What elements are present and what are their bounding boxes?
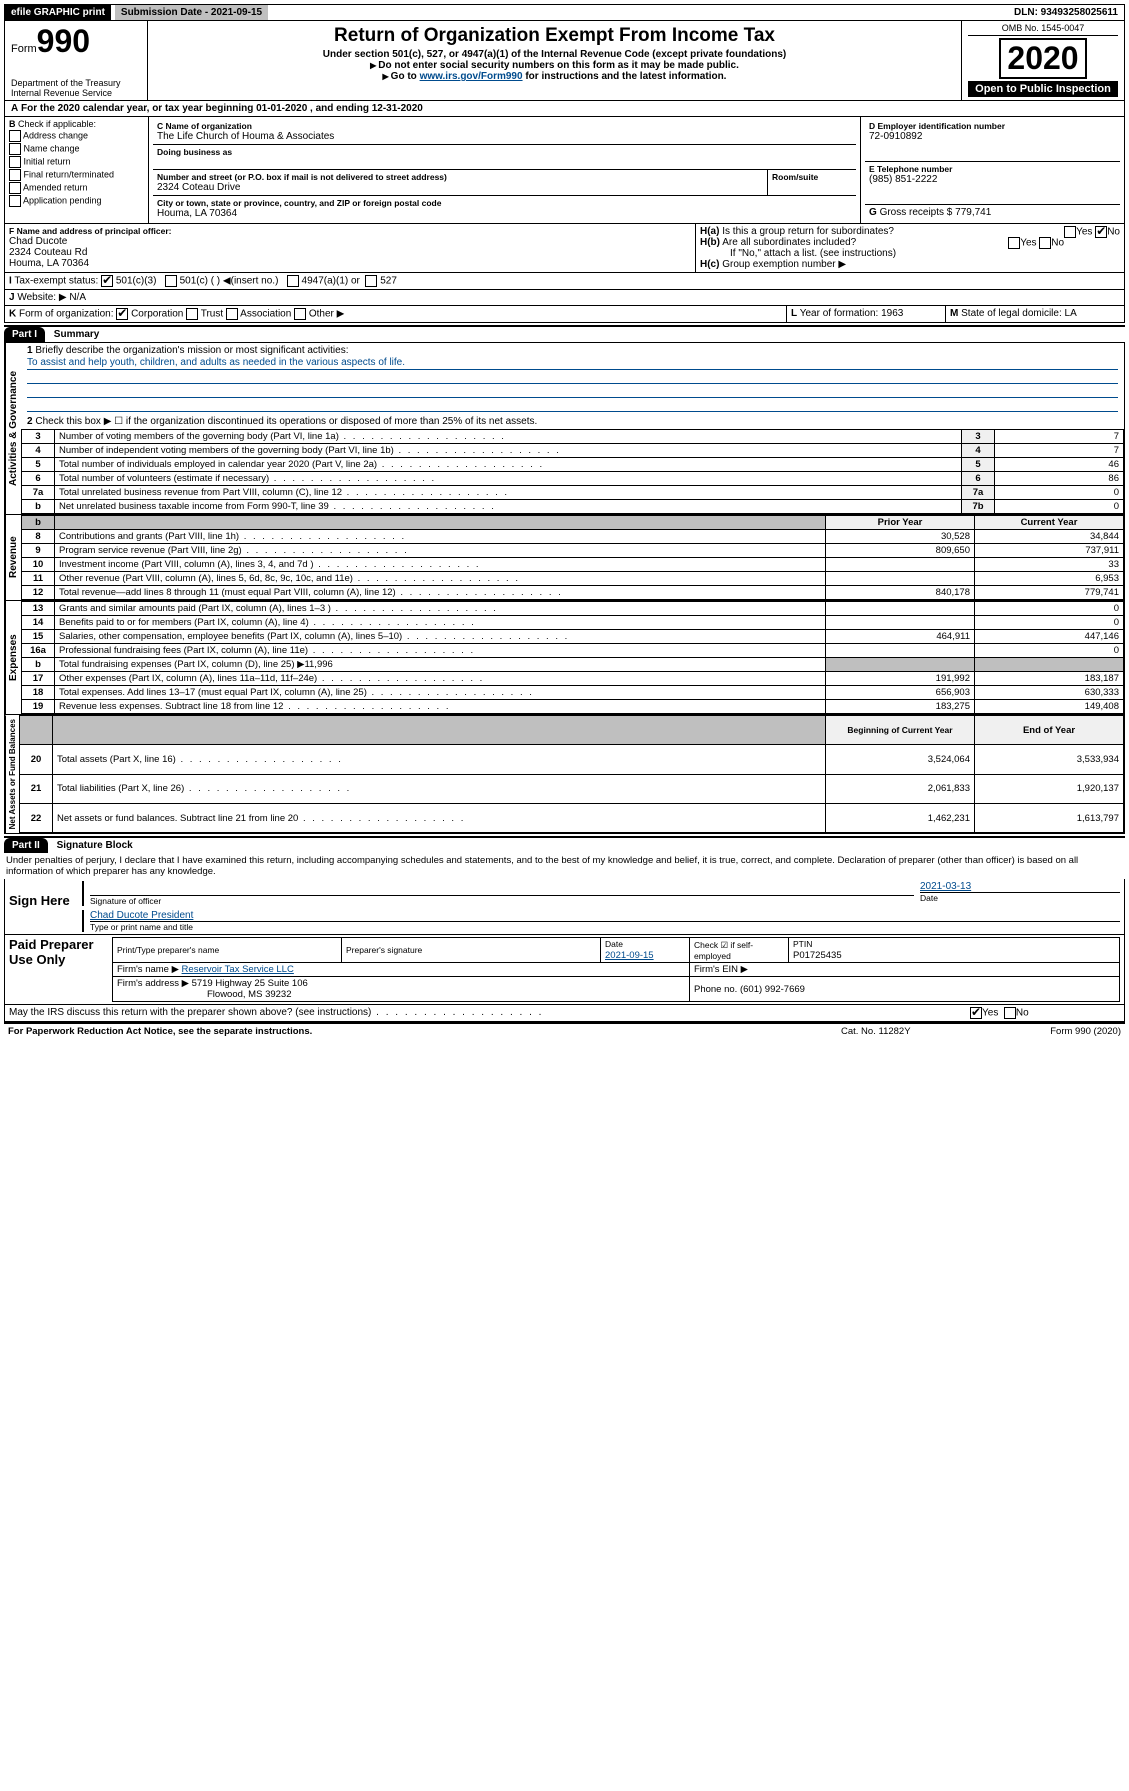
- org-city: Houma, LA 70364: [157, 208, 852, 219]
- form-number: 990: [37, 23, 90, 59]
- subtitle-1: Under section 501(c), 527, or 4947(a)(1)…: [154, 49, 955, 60]
- checkbox-initial-return: Initial return: [9, 156, 144, 168]
- org-name: The Life Church of Houma & Associates: [157, 131, 852, 142]
- efile-print-button[interactable]: efile GRAPHIC print: [5, 5, 111, 20]
- mission-text: To assist and help youth, children, and …: [27, 356, 1118, 370]
- label-governance: Activities & Governance: [5, 343, 21, 514]
- firm-name: Reservoir Tax Service LLC: [182, 964, 294, 975]
- preparer-table: Print/Type preparer's name Preparer's si…: [112, 937, 1120, 1002]
- form-header: Form990 Department of the Treasury Inter…: [4, 21, 1125, 101]
- part2-tab: Part II: [4, 838, 48, 853]
- org-address: 2324 Coteau Drive: [157, 182, 763, 193]
- section-b-checkboxes: B Check if applicable: Address change Na…: [5, 117, 149, 223]
- label-net-assets: Net Assets or Fund Balances: [5, 715, 19, 833]
- governance-table: 3Number of voting members of the governi…: [21, 429, 1124, 514]
- form-title: Return of Organization Exempt From Incom…: [154, 25, 955, 47]
- label-revenue: Revenue: [5, 515, 21, 600]
- phone: (985) 851-2222: [869, 174, 1116, 185]
- revenue-table: bPrior YearCurrent Year8Contributions an…: [21, 515, 1124, 600]
- pra-notice: For Paperwork Reduction Act Notice, see …: [8, 1026, 841, 1037]
- officer-name: Chad Ducote: [9, 236, 691, 247]
- omb-number: OMB No. 1545-0047: [968, 23, 1118, 36]
- net-assets-table: Beginning of Current YearEnd of Year20To…: [19, 715, 1124, 833]
- submission-date: Submission Date - 2021-09-15: [115, 5, 268, 20]
- department: Department of the Treasury Internal Reve…: [11, 78, 141, 98]
- top-bar: efile GRAPHIC print Submission Date - 20…: [4, 4, 1125, 21]
- 501c3-checkbox[interactable]: [101, 275, 113, 287]
- checkbox-address-change: Address change: [9, 130, 144, 142]
- form-label: Form: [11, 43, 37, 55]
- open-to-public: Open to Public Inspection: [968, 81, 1118, 97]
- preparer-phone: (601) 992-7669: [740, 984, 805, 995]
- officer-signed-name: Chad Ducote President: [90, 910, 1120, 922]
- ein: 72-0910892: [869, 131, 1116, 142]
- dln: DLN: 93493258025611: [1008, 5, 1124, 20]
- irs-link[interactable]: www.irs.gov/Form990: [420, 71, 523, 82]
- tax-year: 2020: [999, 38, 1086, 79]
- checkbox-name-change: Name change: [9, 143, 144, 155]
- sign-date: 2021-03-13: [920, 881, 1120, 892]
- checkbox-application-pending: Application pending: [9, 195, 144, 207]
- part1-tab: Part I: [4, 327, 45, 342]
- sign-here-label: Sign Here: [5, 879, 78, 934]
- checkbox-amended-return: Amended return: [9, 182, 144, 194]
- paid-preparer-label: Paid Preparer Use Only: [5, 935, 108, 1004]
- label-expenses: Expenses: [5, 601, 21, 714]
- expenses-table: 13Grants and similar amounts paid (Part …: [21, 601, 1124, 714]
- gross-receipts: 779,741: [955, 207, 991, 218]
- checkbox-final-return-terminated: Final return/terminated: [9, 169, 144, 181]
- perjury-declaration: Under penalties of perjury, I declare th…: [4, 853, 1125, 879]
- row-a-period: A For the 2020 calendar year, or tax yea…: [4, 101, 1125, 117]
- subtitle-2: Do not enter social security numbers on …: [154, 60, 955, 71]
- website: N/A: [69, 292, 86, 303]
